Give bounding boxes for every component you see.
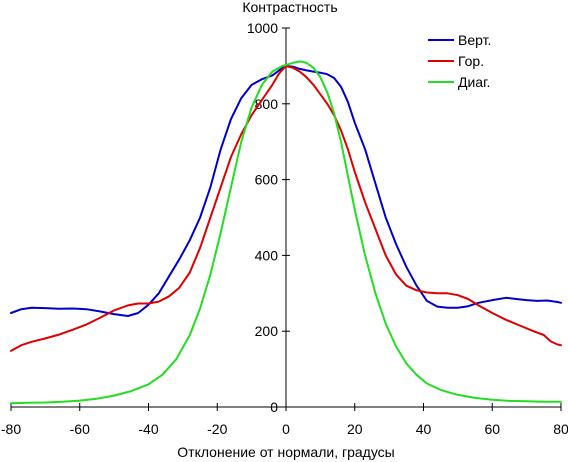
x-tick-label: 0 (282, 421, 290, 437)
y-tick-label: 600 (255, 172, 279, 188)
y-axis-title: Контрастность (242, 0, 337, 15)
legend-label: Верт. (458, 32, 491, 48)
x-tick-label: 80 (553, 421, 568, 437)
series-lines (10, 60, 562, 405)
x-tick-label: 20 (347, 421, 363, 437)
legend-label: Диаг. (458, 74, 490, 90)
y-tick-label: 1000 (247, 20, 278, 36)
series-line-1 (10, 64, 562, 317)
x-axis-title: Отклонение от нормали, градусы (177, 444, 394, 460)
x-tick-label: 60 (484, 421, 500, 437)
y-tick-label: 400 (255, 247, 279, 263)
legend: Верт. Гор. Диаг. (428, 32, 491, 90)
legend-label: Гор. (458, 53, 484, 69)
y-tick-label: 800 (255, 96, 279, 112)
x-tick-label: -80 (1, 421, 21, 437)
x-tick-label: 40 (416, 421, 432, 437)
x-axis: -80 -60 -40 -20 0 20 40 60 80 (1, 403, 568, 437)
y-tick-label: 200 (255, 323, 279, 339)
x-tick-label: -40 (138, 421, 158, 437)
series-line-3 (10, 60, 562, 405)
x-tick-label: -60 (70, 421, 90, 437)
x-tick-label: -20 (207, 421, 227, 437)
series-line-2 (10, 64, 562, 352)
